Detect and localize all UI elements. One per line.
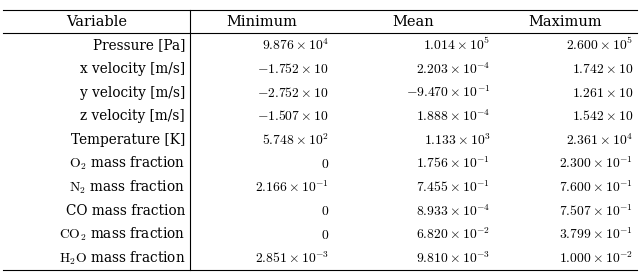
Text: $-2.752 \times 10$: $-2.752 \times 10$ [257,86,329,100]
Text: Maximum: Maximum [529,15,602,29]
Text: Minimum: Minimum [226,15,297,29]
Text: $9.810 \times 10^{-3}$: $9.810 \times 10^{-3}$ [416,251,490,266]
Text: $\mathrm{H_2O}$ mass fraction: $\mathrm{H_2O}$ mass fraction [59,250,185,267]
Text: $2.600 \times 10^{5}$: $2.600 \times 10^{5}$ [566,37,633,53]
Text: $-1.752 \times 10$: $-1.752 \times 10$ [257,62,329,76]
Text: $1.014 \times 10^{5}$: $1.014 \times 10^{5}$ [424,37,490,53]
Text: CO mass fraction: CO mass fraction [66,204,185,218]
Text: x velocity [m/s]: x velocity [m/s] [80,62,185,76]
Text: $2.203 \times 10^{-4}$: $2.203 \times 10^{-4}$ [416,61,490,77]
Text: z velocity [m/s]: z velocity [m/s] [81,109,185,123]
Text: $8.933 \times 10^{-4}$: $8.933 \times 10^{-4}$ [416,203,490,219]
Text: $1.888 \times 10^{-4}$: $1.888 \times 10^{-4}$ [416,109,490,124]
Text: $1.542 \times 10$: $1.542 \times 10$ [572,109,633,123]
Text: Mean: Mean [392,15,435,29]
Text: $7.507 \times 10^{-1}$: $7.507 \times 10^{-1}$ [559,203,633,219]
Text: Pressure [Pa]: Pressure [Pa] [93,38,185,52]
Text: $-9.470 \times 10^{-1}$: $-9.470 \times 10^{-1}$ [406,85,490,101]
Text: $1.133 \times 10^{3}$: $1.133 \times 10^{3}$ [424,132,490,148]
Text: $7.455 \times 10^{-1}$: $7.455 \times 10^{-1}$ [417,179,490,195]
Text: $1.756 \times 10^{-1}$: $1.756 \times 10^{-1}$ [417,156,490,171]
Text: $\mathrm{CO_2}$ mass fraction: $\mathrm{CO_2}$ mass fraction [59,226,185,243]
Text: $7.600 \times 10^{-1}$: $7.600 \times 10^{-1}$ [559,179,633,195]
Text: $0$: $0$ [321,204,329,218]
Text: $2.300 \times 10^{-1}$: $2.300 \times 10^{-1}$ [559,156,633,171]
Text: $0$: $0$ [321,228,329,242]
Text: $-1.507 \times 10$: $-1.507 \times 10$ [257,109,329,123]
Text: $\mathrm{N_2}$ mass fraction: $\mathrm{N_2}$ mass fraction [69,179,185,196]
Text: $2.851 \times 10^{-3}$: $2.851 \times 10^{-3}$ [255,251,329,266]
Text: $6.820 \times 10^{-2}$: $6.820 \times 10^{-2}$ [416,227,490,242]
Text: $1.261 \times 10$: $1.261 \times 10$ [572,86,633,100]
Text: $0$: $0$ [321,157,329,171]
Text: $3.799 \times 10^{-1}$: $3.799 \times 10^{-1}$ [559,227,633,242]
Text: y velocity [m/s]: y velocity [m/s] [80,86,185,100]
Text: Variable: Variable [66,15,127,29]
Text: Temperature [K]: Temperature [K] [71,133,185,147]
Text: $9.876 \times 10^{4}$: $9.876 \times 10^{4}$ [262,38,329,53]
Text: $5.748 \times 10^{2}$: $5.748 \times 10^{2}$ [262,132,329,148]
Text: $2.361 \times 10^{4}$: $2.361 \times 10^{4}$ [566,132,633,148]
Text: $\mathrm{O_2}$ mass fraction: $\mathrm{O_2}$ mass fraction [68,155,185,172]
Text: $1.742 \times 10$: $1.742 \times 10$ [572,62,633,76]
Text: $2.166 \times 10^{-1}$: $2.166 \times 10^{-1}$ [255,179,329,195]
Text: $1.000 \times 10^{-2}$: $1.000 \times 10^{-2}$ [559,251,633,266]
